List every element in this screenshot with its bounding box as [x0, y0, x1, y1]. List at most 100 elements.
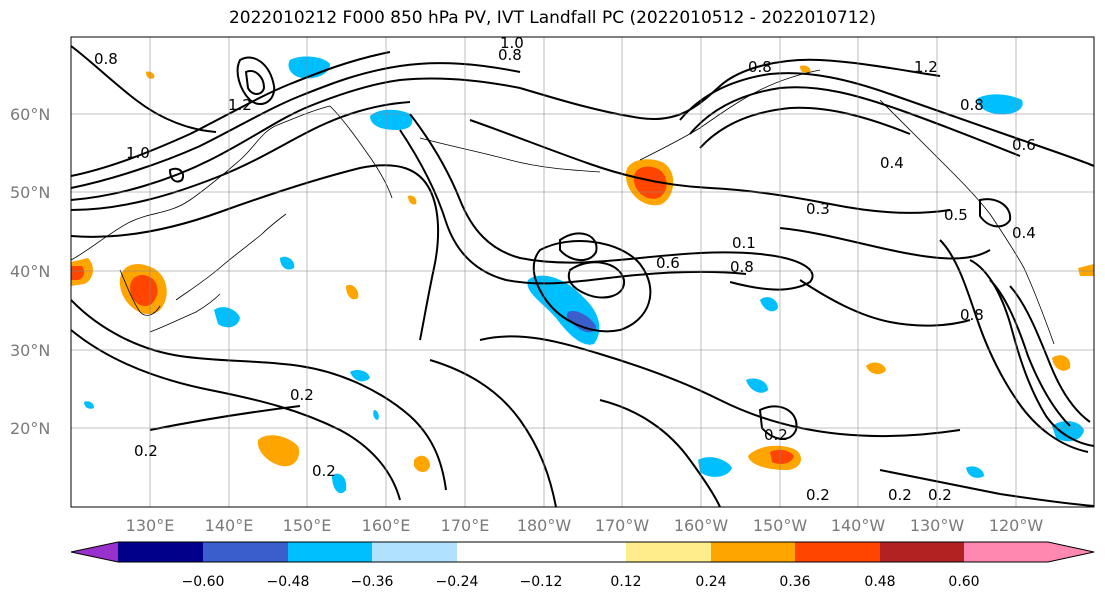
pv-contour — [559, 232, 598, 261]
contour-label: 0.1 — [732, 234, 756, 252]
shading-layer — [71, 56, 1094, 494]
positive-patch — [346, 284, 359, 300]
pv-contour — [469, 119, 951, 214]
contour-label: 0.2 — [888, 486, 912, 504]
colorbar-segment — [288, 542, 372, 562]
colorbar-tick-label: 0.12 — [610, 574, 641, 590]
plot-frame — [70, 36, 1095, 508]
colorbar-segment — [711, 542, 795, 562]
pv-contour — [1009, 285, 1091, 423]
pv-contour — [71, 329, 401, 501]
contour-label: 0.2 — [134, 442, 158, 460]
positive-patch — [1052, 355, 1071, 371]
pv-contour — [689, 86, 1021, 157]
positive-patch — [1078, 264, 1094, 276]
contour-label: 0.2 — [806, 486, 830, 504]
colorbar-ticks: −0.60 −0.48 −0.36 −0.24 −0.12 0.12 0.24 … — [182, 574, 980, 590]
pv-contour — [71, 299, 447, 491]
colorbar-segment — [457, 542, 541, 562]
contour-label: 0.4 — [1012, 224, 1036, 242]
lat-label: 60°N — [10, 105, 50, 124]
pv-contour — [599, 399, 721, 507]
positive-patch — [866, 362, 886, 375]
pv-contour — [168, 167, 184, 183]
pv-contour — [71, 164, 440, 341]
coastline-layer — [71, 69, 1055, 345]
positive-patch — [408, 195, 417, 205]
coastline-na-west — [879, 99, 1055, 345]
pv-contour — [679, 72, 1094, 167]
lon-label: 180°W — [517, 516, 572, 535]
lon-label: 150°W — [753, 516, 808, 535]
pv-contour — [699, 106, 911, 149]
contour-label: 1.0 — [500, 34, 524, 52]
colorbar-segment — [541, 542, 626, 562]
contour-label: 0.8 — [960, 96, 984, 114]
colorbar-tick-label: −0.36 — [351, 574, 394, 590]
pv-contour — [758, 405, 798, 440]
negative-patch — [350, 370, 370, 382]
negative-patch — [977, 94, 1023, 115]
negative-patch — [332, 473, 347, 494]
colorbar-segment — [203, 542, 288, 562]
negative-patch-core — [566, 310, 596, 333]
lat-axis-labels: 60°N 50°N 40°N 30°N 20°N — [10, 105, 50, 438]
contour-label: 0.2 — [928, 486, 952, 504]
negative-patch — [1052, 421, 1084, 442]
contour-label: 1.2 — [914, 58, 938, 76]
lon-axis-labels: 130°E 140°E 150°E 160°E 170°E 180°W 170°… — [126, 516, 1044, 535]
lat-label: 30°N — [10, 341, 50, 360]
contour-label: 0.8 — [94, 50, 118, 68]
contour-label: 1.0 — [126, 144, 150, 162]
positive-patch — [414, 455, 430, 472]
lat-label: 50°N — [10, 183, 50, 202]
coastline-japan-south — [149, 293, 221, 333]
colorbar-tick-label: 0.48 — [864, 574, 895, 590]
colorbar: −0.60 −0.48 −0.36 −0.24 −0.12 0.12 0.24 … — [70, 541, 1095, 590]
lon-label: 130°E — [126, 516, 175, 535]
negative-patch — [84, 401, 94, 409]
colorbar-segment — [880, 542, 964, 562]
positive-patch-core — [770, 449, 794, 464]
lat-label: 40°N — [10, 262, 50, 281]
contour-label: 1.2 — [228, 96, 252, 114]
lon-label: 160°W — [674, 516, 729, 535]
negative-patch — [746, 378, 768, 393]
contour-label: 0.6 — [656, 254, 680, 272]
pv-contour — [879, 469, 1094, 507]
lon-label: 160°E — [362, 516, 411, 535]
pv-contour — [399, 129, 747, 285]
positive-patch-core — [71, 266, 85, 280]
colorbar-tick-label: −0.24 — [436, 574, 479, 590]
negative-patch — [280, 256, 295, 270]
coastline-asia — [71, 105, 331, 261]
lat-label: 20°N — [10, 419, 50, 438]
lon-label: 170°E — [441, 516, 490, 535]
colorbar-outline — [70, 541, 1095, 563]
colorbar-segment — [372, 542, 457, 562]
contour-label: 0.2 — [764, 426, 788, 444]
pv-contour — [567, 261, 626, 299]
pv-contour — [979, 198, 1012, 228]
positive-patch-core — [130, 275, 158, 306]
pv-contour — [989, 279, 1071, 427]
pv-contour — [429, 359, 557, 507]
lon-label: 140°E — [205, 516, 254, 535]
pv-contour — [71, 101, 411, 211]
pv-contour — [779, 227, 991, 260]
negative-patch — [760, 297, 778, 312]
colorbar-tick-label: −0.60 — [182, 574, 225, 590]
pv-contour — [71, 77, 521, 201]
contour-label: 0.4 — [880, 154, 904, 172]
lon-label: 120°W — [989, 516, 1044, 535]
contour-label-layer: 0.8 1.0 0.8 1.2 1.2 1.0 0.8 0.4 0.3 0.6 … — [94, 34, 1036, 504]
colorbar-segment — [795, 542, 880, 562]
pv-contour — [939, 239, 1089, 453]
pv-contour — [532, 240, 652, 333]
contour-label: 0.8 — [748, 58, 772, 76]
colorbar-segment — [626, 542, 711, 562]
positive-patch — [257, 435, 300, 467]
pv-contour — [71, 45, 217, 133]
pv-contour — [519, 58, 941, 121]
pv-contour — [71, 51, 391, 177]
